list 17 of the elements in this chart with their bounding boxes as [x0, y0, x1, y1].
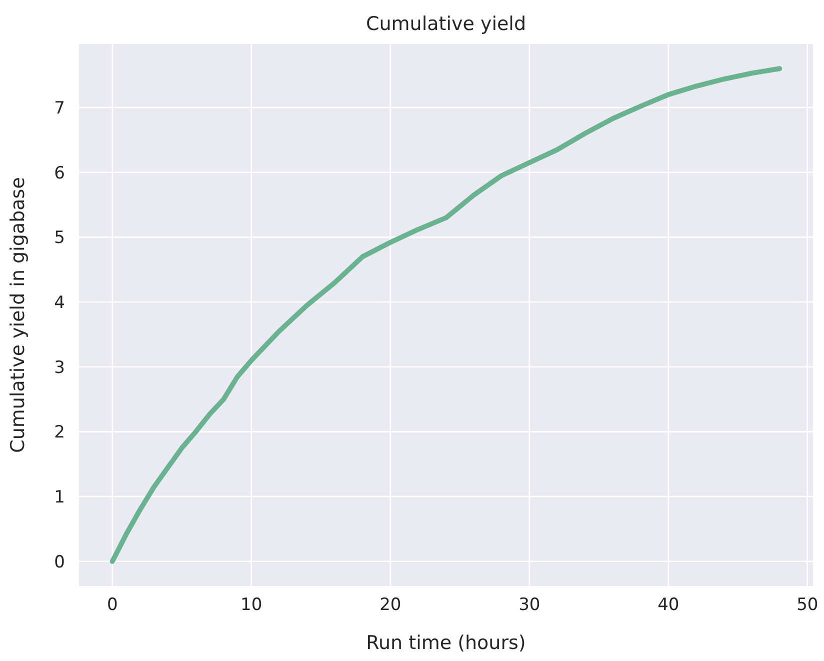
chart-title: Cumulative yield [366, 13, 526, 35]
x-axis-title: Run time (hours) [366, 632, 526, 654]
y-tick-label: 1 [54, 487, 65, 508]
y-tick-label: 3 [54, 358, 65, 378]
y-tick-label: 5 [54, 228, 65, 248]
y-tick-label: 0 [54, 552, 65, 572]
x-tick-label: 40 [658, 595, 680, 615]
x-tick-label: 30 [518, 595, 540, 615]
x-tick-label: 20 [380, 595, 402, 615]
y-tick-label: 7 [54, 98, 65, 118]
y-tick-label: 6 [54, 163, 65, 184]
y-tick-label: 4 [54, 292, 65, 313]
x-tick-label: 0 [106, 595, 118, 615]
y-tick-label: 2 [54, 422, 65, 443]
y-axis-title: Cumulative yield in gigabase [7, 177, 29, 453]
x-tick-label: 10 [240, 595, 262, 615]
x-tick-label: 50 [796, 595, 818, 615]
